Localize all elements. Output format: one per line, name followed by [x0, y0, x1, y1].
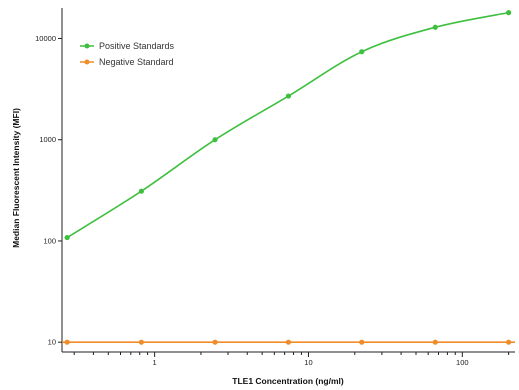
data-points [64, 10, 512, 345]
data-point-positive [359, 49, 365, 55]
data-point-negative [506, 339, 512, 345]
data-point-positive [432, 24, 438, 30]
y-tick-label: 10000 [35, 34, 56, 43]
legend-swatch-positive-marker [84, 43, 90, 49]
legend-label-negative: Negative Standard [99, 57, 174, 67]
data-point-negative [138, 339, 144, 345]
y-axis-title: Median Fluorescent Intensity (MFI) [11, 108, 21, 248]
x-tick-label: 1 [153, 358, 157, 367]
y-tick-label: 10 [48, 338, 56, 347]
data-point-positive [212, 137, 218, 143]
data-point-negative [212, 339, 218, 345]
legend-item-negative: Negative Standard [80, 57, 174, 67]
x-tick-label: 10 [304, 358, 312, 367]
data-point-positive [64, 234, 70, 241]
x-ticks: 1 10 100 [73, 352, 510, 367]
y-tick-label: 1000 [39, 135, 56, 144]
x-axis-title: TLE1 Concentration (ng/ml) [232, 376, 344, 386]
legend-swatch-negative-marker [84, 59, 90, 65]
y-ticks: 10 100 1000 10000 [35, 34, 62, 347]
legend: Positive Standards Negative Standard [80, 41, 175, 67]
data-point-negative [359, 339, 365, 345]
data-point-positive [506, 10, 512, 16]
data-point-negative [432, 339, 438, 345]
x-tick-label: 100 [456, 358, 469, 367]
data-point-positive [285, 93, 292, 99]
data-point-positive [138, 188, 144, 194]
y-tick-label: 100 [43, 236, 56, 245]
data-point-negative [285, 339, 292, 345]
legend-label-positive: Positive Standards [99, 41, 175, 51]
data-point-negative [64, 339, 70, 345]
legend-item-positive: Positive Standards [80, 41, 175, 51]
